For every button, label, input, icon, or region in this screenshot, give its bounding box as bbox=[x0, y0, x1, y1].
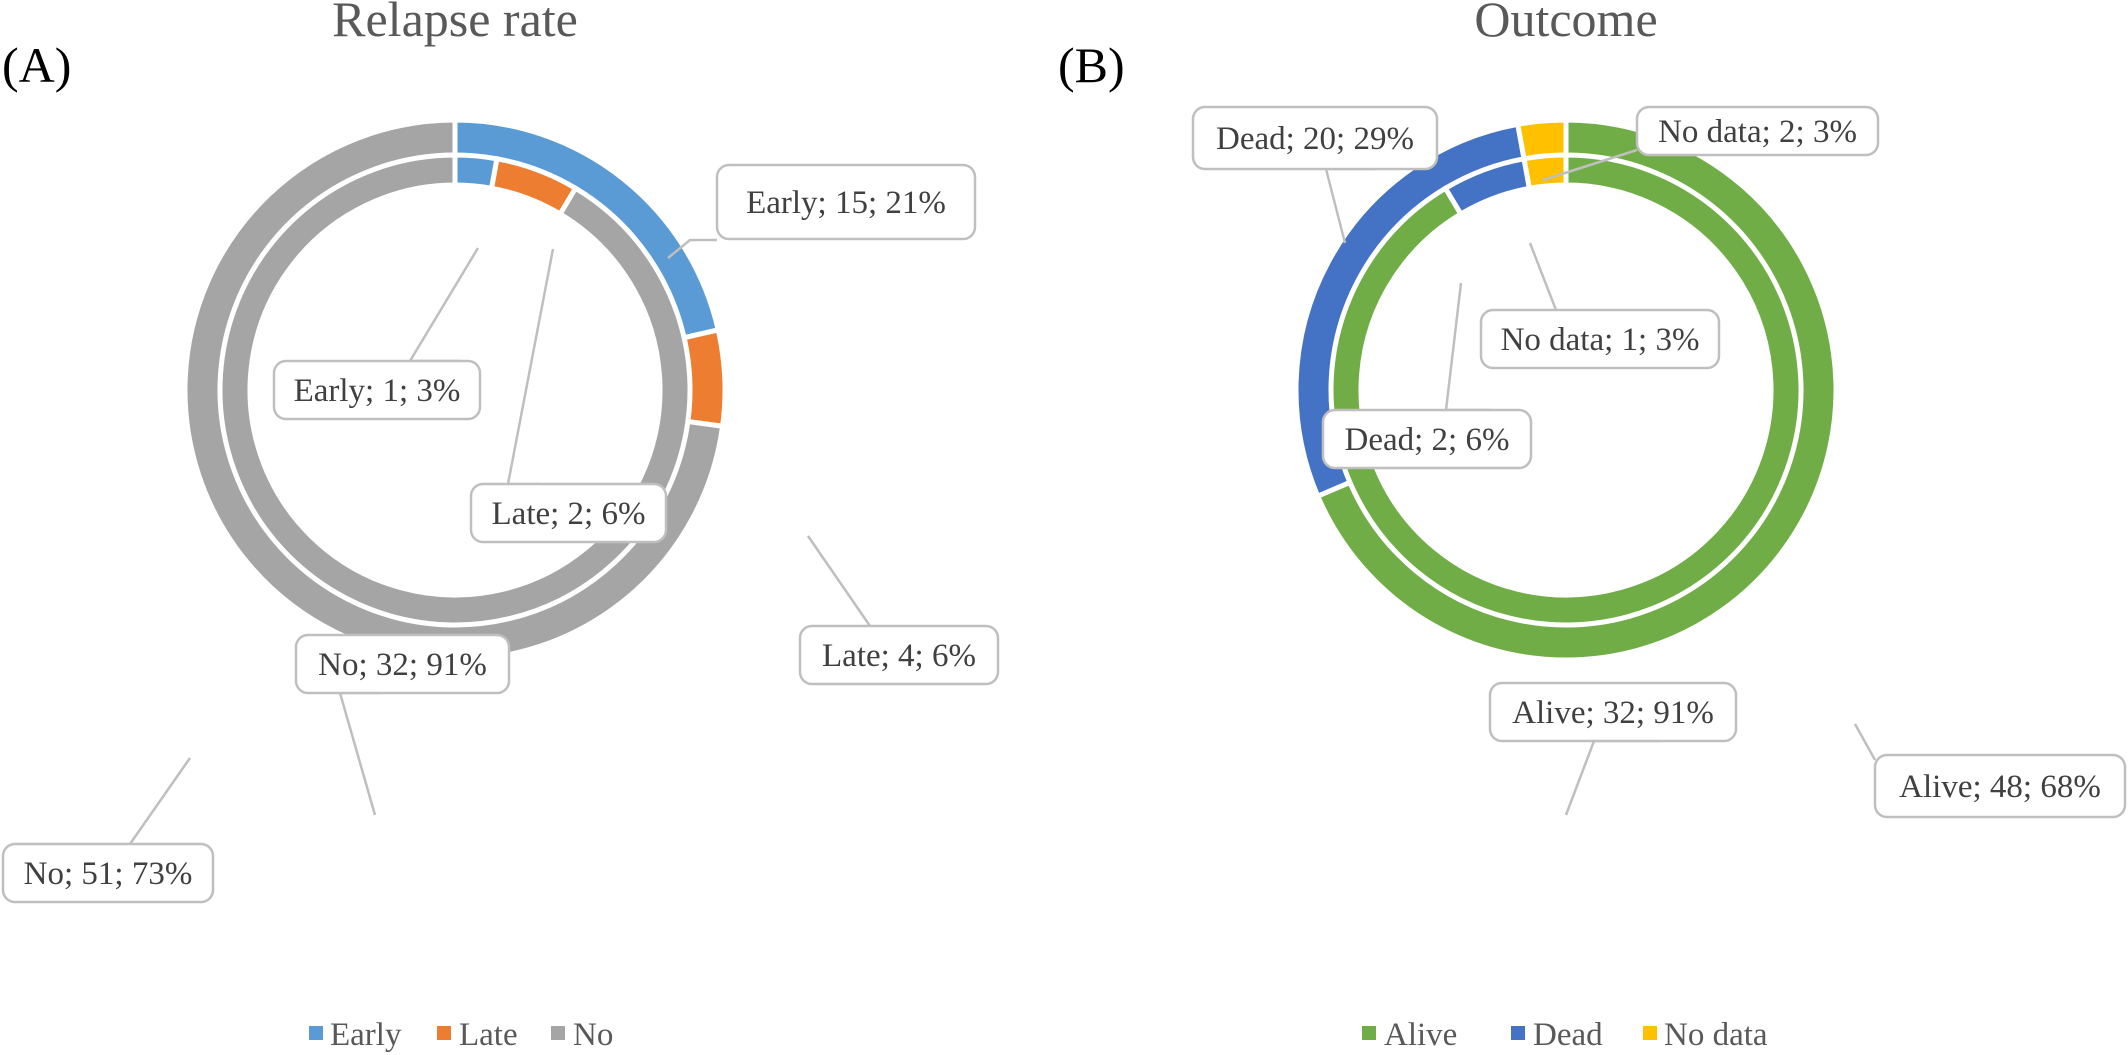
inner-ring-slice-no-data bbox=[1521, 152, 1569, 192]
legend-label-no-data: No data bbox=[1664, 1017, 1768, 1053]
data-label-outer-no-data-box bbox=[1635, 105, 1880, 157]
data-label-inner-alive-leader bbox=[1564, 739, 1660, 816]
legend-swatch-late bbox=[437, 1026, 451, 1040]
data-label-inner-no-leader bbox=[338, 691, 380, 816]
legend-label-dead: Dead bbox=[1533, 1017, 1603, 1053]
data-label-inner-early-text: Early; 1; 3% bbox=[294, 373, 461, 409]
data-label-outer-early-box bbox=[715, 163, 977, 241]
data-label-outer-no-data: No data; 2; 3% bbox=[1542, 105, 1880, 182]
data-label-outer-no-leader bbox=[128, 757, 192, 845]
panel-a-title: Relapse rate bbox=[332, 0, 578, 47]
legend-label-no: No bbox=[573, 1017, 613, 1053]
data-label-inner-alive: Alive; 32; 91% bbox=[1488, 681, 1738, 816]
data-label-outer-dead: Dead; 20; 29% bbox=[1191, 105, 1439, 244]
data-label-inner-early-leader bbox=[407, 247, 480, 363]
data-label-outer-no-data-text: No data; 2; 3% bbox=[1658, 114, 1857, 150]
panel-b-legend: Alive Dead No data bbox=[1362, 1017, 1768, 1053]
legend-swatch-dead bbox=[1511, 1026, 1525, 1040]
data-label-outer-early: Early; 15; 21% bbox=[667, 163, 977, 259]
inner-ring-slice-alive bbox=[1328, 152, 1804, 628]
data-label-outer-alive: Alive; 48; 68% bbox=[1853, 723, 2127, 819]
data-label-inner-alive-text: Alive; 32; 91% bbox=[1512, 695, 1714, 731]
data-label-inner-no-text: No; 32; 91% bbox=[318, 647, 487, 683]
data-label-outer-late-text: Late; 4; 6% bbox=[822, 638, 976, 674]
data-label-outer-dead-text: Dead; 20; 29% bbox=[1216, 121, 1414, 157]
legend-label-late: Late bbox=[459, 1017, 518, 1053]
legend-swatch-no-data bbox=[1643, 1026, 1657, 1040]
data-label-inner-early: Early; 1; 3% bbox=[272, 247, 482, 421]
data-label-inner-late-leader bbox=[506, 248, 555, 486]
legend-label-alive: Alive bbox=[1384, 1017, 1457, 1053]
legend-swatch-no bbox=[551, 1026, 565, 1040]
data-label-inner-alive-box bbox=[1488, 681, 1738, 743]
data-label-outer-early-text: Early; 15; 21% bbox=[746, 185, 946, 221]
data-label-outer-no-data-leader bbox=[1542, 148, 1638, 182]
data-label-inner-no-data: No data; 1; 3% bbox=[1479, 242, 1721, 370]
data-label-outer-late-leader bbox=[806, 535, 872, 627]
data-label-inner-dead-box bbox=[1321, 408, 1533, 470]
data-label-inner-late-box bbox=[469, 482, 668, 544]
data-label-outer-alive-text: Alive; 48; 68% bbox=[1899, 769, 2101, 805]
data-label-outer-early-leader bbox=[667, 238, 717, 259]
panel-a: (A) Relapse rate Early; 15; 21% Early; 1;… bbox=[1, 0, 1000, 1053]
data-label-outer-alive-box bbox=[1873, 753, 2127, 819]
data-label-outer-alive-leader bbox=[1853, 723, 1877, 761]
data-label-inner-late-text: Late; 2; 6% bbox=[492, 496, 646, 532]
data-label-inner-no-box bbox=[294, 633, 511, 695]
inner-ring-slice-no bbox=[217, 152, 693, 628]
legend-swatch-alive bbox=[1362, 1026, 1376, 1040]
data-label-inner-no-data-leader bbox=[1528, 242, 1558, 311]
legend-label-early: Early bbox=[330, 1017, 402, 1053]
panel-b: (B) Outcome Alive; 48; 68% Alive; 32; 91%… bbox=[1058, 0, 2127, 1053]
data-label-outer-late: Late; 4; 6% bbox=[798, 535, 1000, 686]
data-label-outer-no: No; 51; 73% bbox=[1, 757, 215, 904]
data-label-outer-no-box bbox=[1, 842, 215, 904]
data-label-inner-no-data-text: No data; 1; 3% bbox=[1501, 322, 1700, 358]
panel-b-callouts: Alive; 48; 68% Alive; 32; 91% Dead; 20; 29… bbox=[1191, 105, 2127, 819]
data-label-outer-late-box bbox=[798, 624, 1000, 686]
panel-b-rings bbox=[1293, 117, 1839, 663]
data-label-inner-dead-text: Dead; 2; 6% bbox=[1345, 422, 1510, 458]
data-label-inner-dead: Dead; 2; 6% bbox=[1321, 282, 1533, 470]
data-label-inner-late: Late; 2; 6% bbox=[469, 248, 668, 544]
panel-b-title: Outcome bbox=[1474, 0, 1657, 47]
data-label-inner-early-box bbox=[272, 359, 482, 421]
panel-a-legend: Early Late No bbox=[309, 1017, 613, 1053]
data-label-outer-no-text: No; 51; 73% bbox=[24, 856, 193, 892]
panel-b-label: (B) bbox=[1058, 37, 1125, 93]
panel-a-callouts: Early; 15; 21% Early; 1; 3% Late; 4; 6% Lat… bbox=[1, 163, 1000, 904]
panel-a-label: (A) bbox=[2, 37, 71, 93]
legend-swatch-early bbox=[309, 1026, 323, 1040]
data-label-inner-no: No; 32; 91% bbox=[294, 633, 511, 816]
data-label-outer-dead-box bbox=[1191, 105, 1439, 171]
data-label-inner-no-data-box bbox=[1479, 308, 1721, 370]
